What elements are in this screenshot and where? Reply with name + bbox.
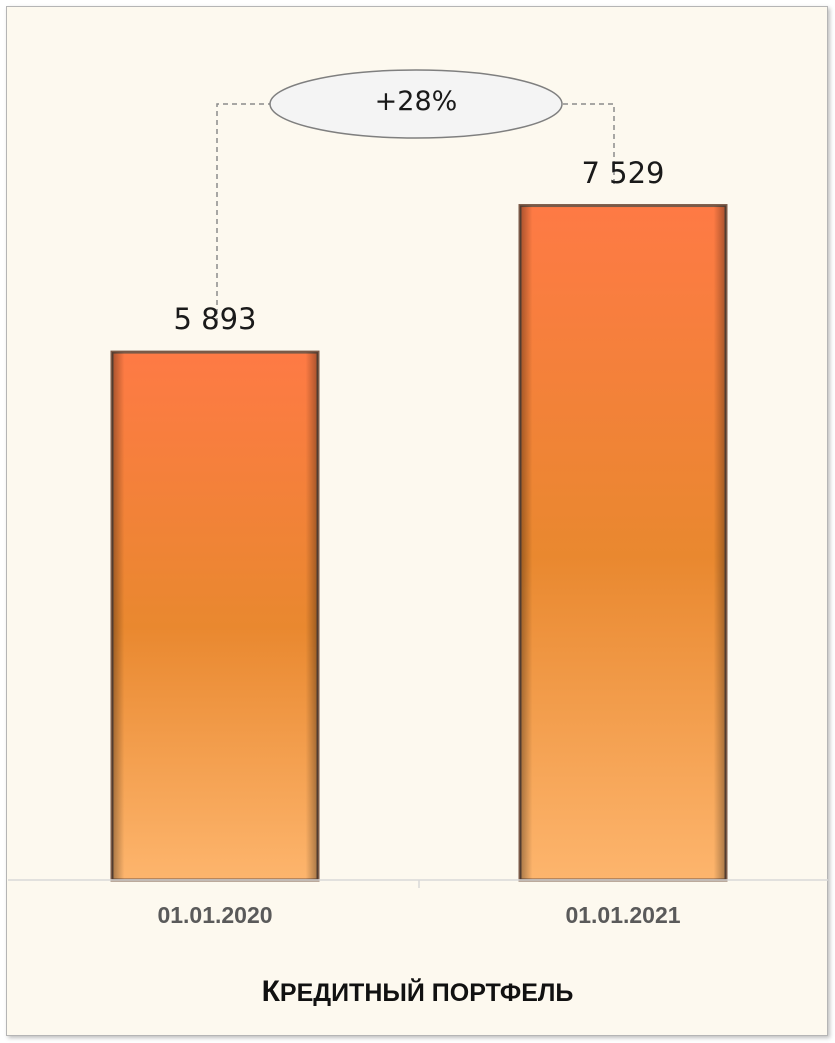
bar-01.01.2020 — [110, 350, 320, 882]
bar-value-label-2020: 5 893 — [173, 302, 257, 337]
chart-title: КРЕДИТНЫЙ ПОРТФЕЛЬ — [261, 975, 574, 1008]
x-tick-label-2021: 01.01.2021 — [565, 902, 681, 928]
change-connector-left — [216, 103, 270, 323]
bar-value-label-2021: 7 529 — [581, 155, 665, 190]
change-badge-label: +28% — [374, 86, 458, 117]
x-tick-label-2020: 01.01.2020 — [157, 902, 273, 928]
bar-01.01.2021 — [518, 204, 728, 882]
change-badge — [269, 69, 563, 139]
